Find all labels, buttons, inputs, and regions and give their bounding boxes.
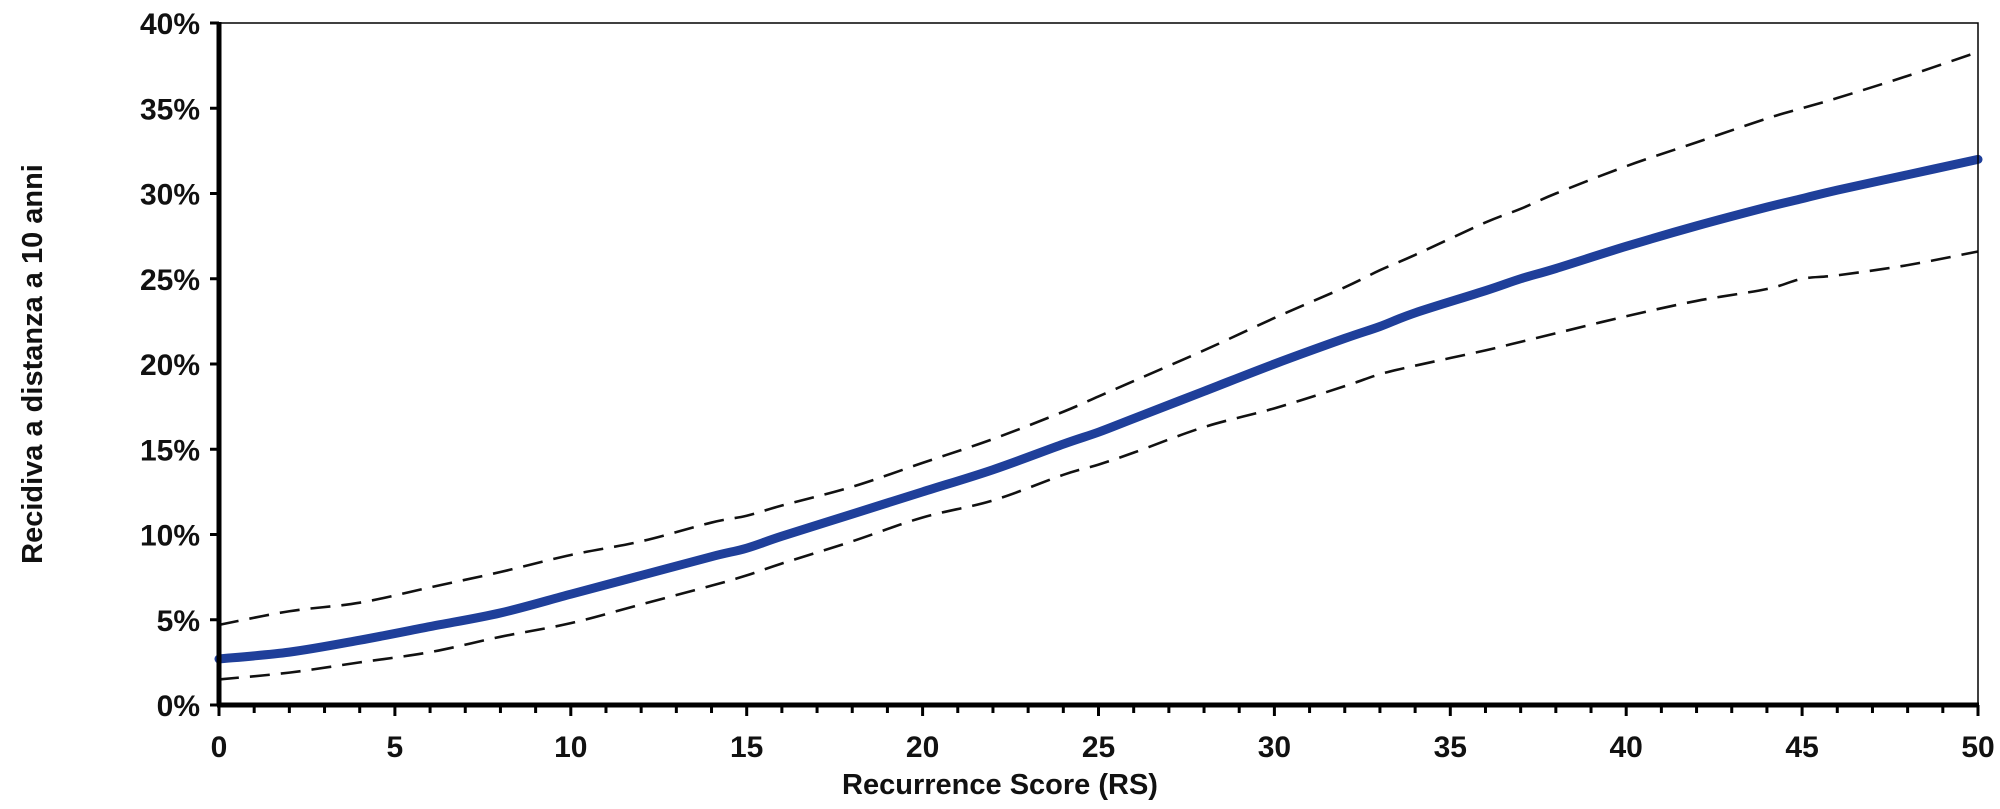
x-tick-label: 35 xyxy=(1434,731,1467,764)
x-tick-label: 20 xyxy=(906,731,939,764)
x-tick-label: 15 xyxy=(730,731,763,764)
series-lines xyxy=(214,50,1983,681)
series-line-estimate xyxy=(214,154,1983,664)
x-tick-labels: 0 5 10 15 20 25 30 35 40 45 50 xyxy=(211,731,1995,764)
y-tick-label: 20% xyxy=(140,349,200,382)
x-tick-label: 40 xyxy=(1610,731,1643,764)
x-axis-title: Recurrence Score (RS) xyxy=(842,769,1158,801)
y-tick-label: 15% xyxy=(140,434,200,467)
series-line-upper-bound xyxy=(218,50,1979,627)
plot-area-frame xyxy=(218,22,1979,706)
y-axis-title: Recidiva a distanza a 10 anni xyxy=(17,164,49,564)
y-tick-label: 30% xyxy=(140,179,200,212)
y-tick-marks xyxy=(210,21,219,707)
x-tick-label: 50 xyxy=(1961,731,1994,764)
y-tick-labels: 0% 5% 10% 15% 20% 25% 30% 35% 40% xyxy=(140,8,200,723)
y-tick-label: 35% xyxy=(140,93,200,126)
x-tick-label: 25 xyxy=(1082,731,1115,764)
y-tick-label: 0% xyxy=(157,690,200,723)
x-tick-label: 45 xyxy=(1785,731,1818,764)
x-tick-label: 0 xyxy=(211,731,228,764)
x-tick-label: 10 xyxy=(554,731,587,764)
series-line-lower-bound xyxy=(218,250,1979,681)
x-tick-label: 5 xyxy=(387,731,404,764)
y-tick-label: 5% xyxy=(157,605,200,638)
y-tick-label: 10% xyxy=(140,520,200,553)
x-tick-label: 30 xyxy=(1258,731,1291,764)
y-tick-label: 25% xyxy=(140,264,200,297)
y-tick-label: 40% xyxy=(140,8,200,41)
